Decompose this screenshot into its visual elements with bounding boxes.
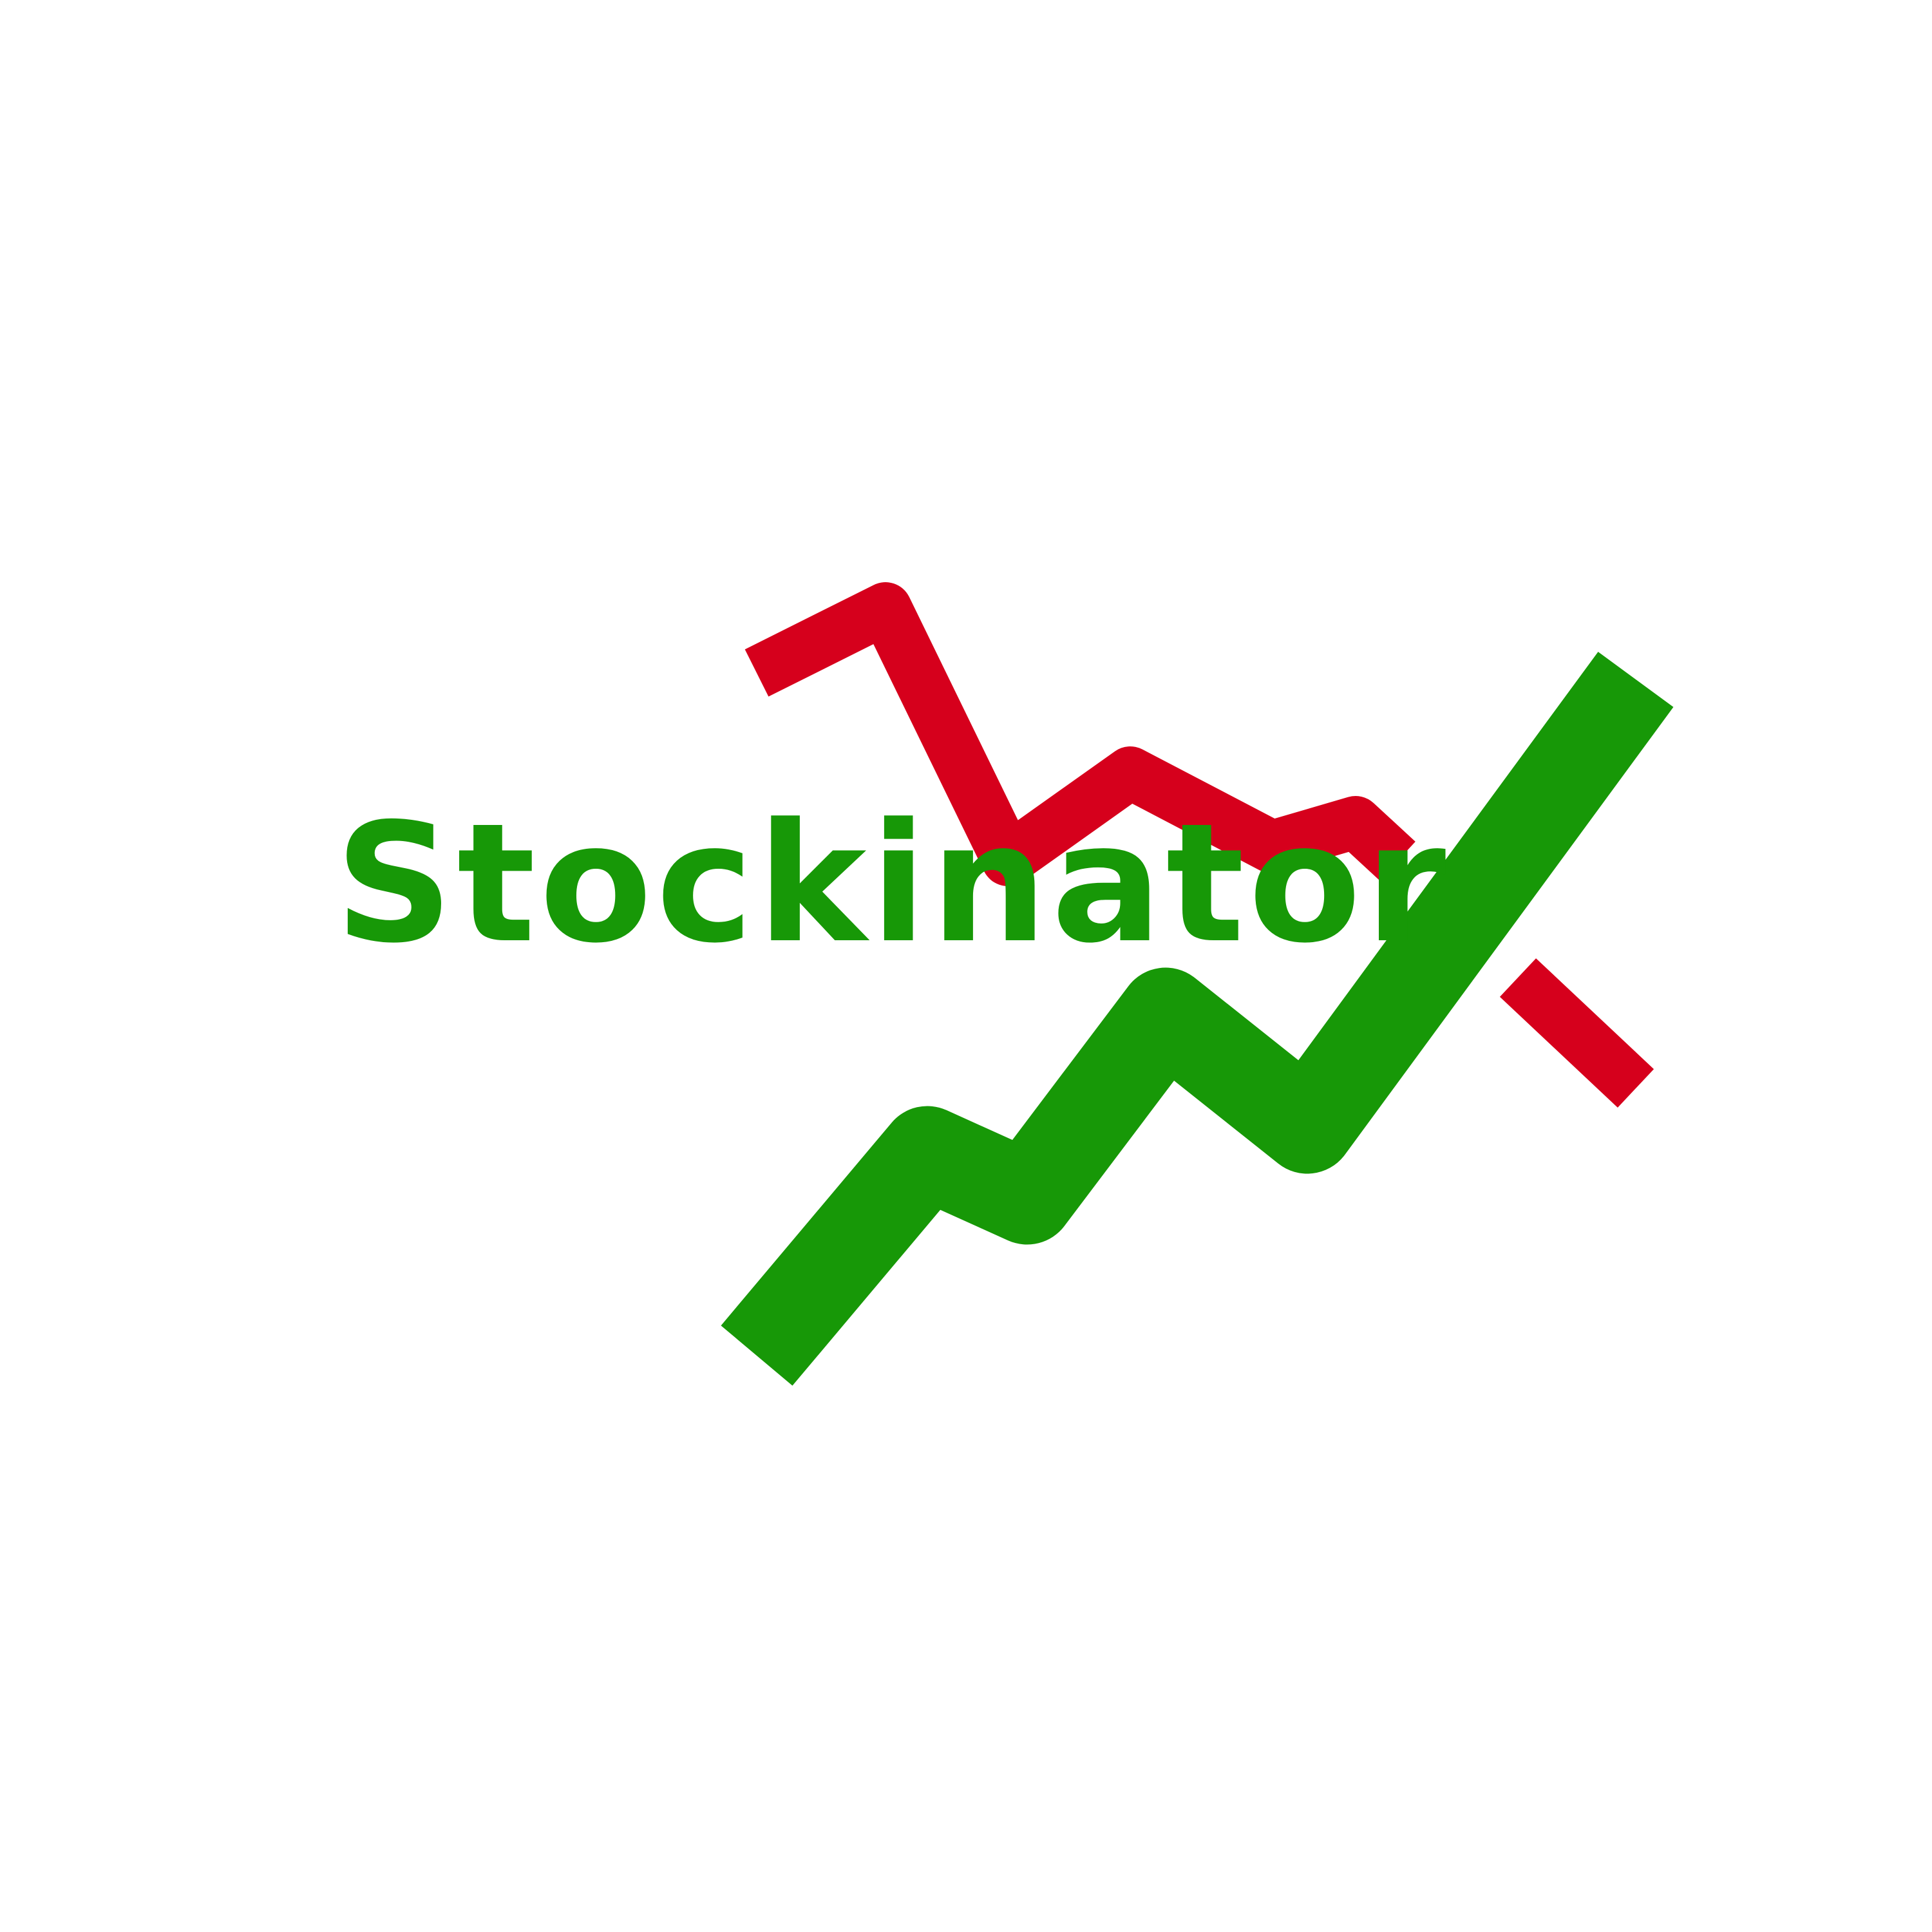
falling-line-icon <box>744 582 1416 886</box>
brand-name: Stockinator <box>335 788 1450 980</box>
falling-line-icon-end <box>1499 958 1654 1108</box>
rising-line-icon <box>721 652 1674 1386</box>
